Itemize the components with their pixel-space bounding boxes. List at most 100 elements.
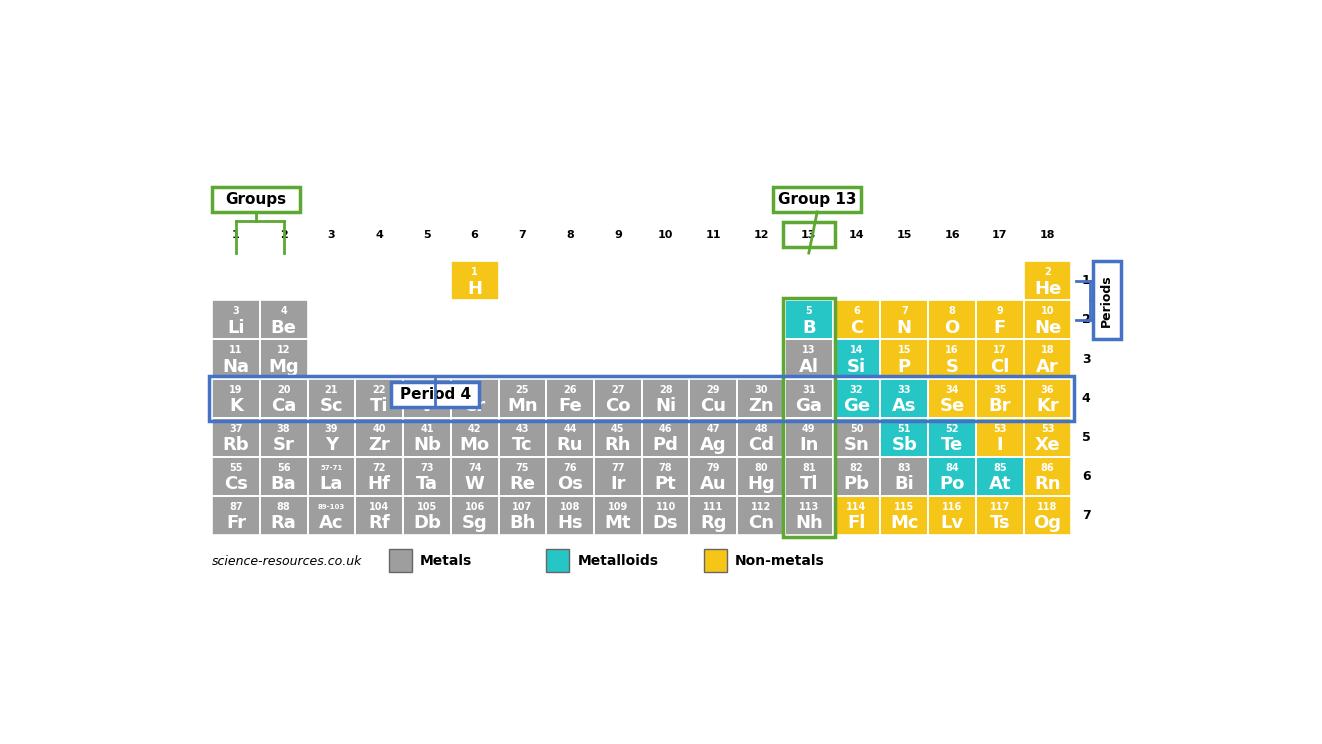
Bar — [928, 339, 976, 379]
Text: Ru: Ru — [557, 436, 583, 454]
Text: 24: 24 — [468, 385, 481, 394]
Text: Group 13: Group 13 — [777, 192, 857, 207]
Text: 109: 109 — [608, 502, 628, 512]
Bar — [498, 379, 546, 417]
Text: 45: 45 — [611, 423, 624, 434]
Bar — [212, 496, 260, 535]
Text: 80: 80 — [755, 463, 768, 473]
Text: 106: 106 — [464, 502, 485, 512]
Bar — [928, 457, 976, 496]
Bar — [1023, 339, 1071, 379]
Text: 49: 49 — [802, 423, 816, 434]
Bar — [690, 457, 738, 496]
Bar — [833, 339, 880, 379]
Text: Te: Te — [941, 436, 964, 454]
Bar — [880, 339, 928, 379]
Text: 26: 26 — [563, 385, 576, 394]
Text: Kr: Kr — [1036, 397, 1059, 415]
Text: 11: 11 — [706, 230, 720, 240]
Text: 2: 2 — [1044, 267, 1051, 277]
Text: 118: 118 — [1038, 502, 1058, 512]
Text: Rf: Rf — [369, 514, 390, 533]
Text: 86: 86 — [1040, 463, 1055, 473]
Bar — [690, 417, 738, 457]
Bar — [785, 496, 833, 535]
Text: 111: 111 — [703, 502, 723, 512]
Text: Na: Na — [222, 358, 250, 376]
Text: 4: 4 — [280, 307, 287, 316]
Text: Ds: Ds — [653, 514, 678, 533]
Text: 114: 114 — [846, 502, 867, 512]
Text: Ca: Ca — [271, 397, 296, 415]
Text: 39: 39 — [325, 423, 338, 434]
Text: Ac: Ac — [319, 514, 344, 533]
Text: 31: 31 — [802, 385, 816, 394]
Text: Ba: Ba — [271, 475, 296, 493]
Text: 38: 38 — [276, 423, 291, 434]
Text: 15: 15 — [898, 345, 911, 356]
Text: 42: 42 — [468, 423, 481, 434]
Text: 16: 16 — [945, 345, 958, 356]
Bar — [928, 496, 976, 535]
Bar — [546, 550, 570, 572]
Text: Xe: Xe — [1035, 436, 1060, 454]
Bar — [1023, 261, 1071, 301]
Text: 113: 113 — [798, 502, 818, 512]
Text: 15: 15 — [896, 230, 912, 240]
Text: Os: Os — [557, 475, 583, 493]
Text: Metalloids: Metalloids — [578, 554, 658, 568]
Text: Tl: Tl — [800, 475, 818, 493]
Text: Ts: Ts — [989, 514, 1010, 533]
Text: 79: 79 — [706, 463, 720, 473]
Text: Ar: Ar — [1036, 358, 1059, 376]
Bar — [641, 417, 690, 457]
Text: Tc: Tc — [512, 436, 533, 454]
Text: 4: 4 — [1081, 391, 1091, 405]
Text: 85: 85 — [993, 463, 1006, 473]
Bar — [785, 339, 833, 379]
Bar — [212, 457, 260, 496]
Text: 20: 20 — [276, 385, 291, 394]
Bar — [833, 379, 880, 417]
Bar — [389, 550, 411, 572]
Text: 13: 13 — [802, 345, 816, 356]
Text: 19: 19 — [229, 385, 243, 394]
Text: 23: 23 — [420, 385, 434, 394]
Bar — [260, 301, 308, 339]
Bar — [833, 301, 880, 339]
Text: 6: 6 — [471, 230, 479, 240]
Text: Zn: Zn — [748, 397, 773, 415]
Text: 50: 50 — [850, 423, 863, 434]
Bar — [1023, 417, 1071, 457]
Text: Si: Si — [847, 358, 866, 376]
Text: Metals: Metals — [419, 554, 472, 568]
Text: Bh: Bh — [509, 514, 535, 533]
Text: Co: Co — [605, 397, 631, 415]
Text: Pb: Pb — [843, 475, 870, 493]
Text: 115: 115 — [894, 502, 915, 512]
Text: 46: 46 — [658, 423, 673, 434]
Text: science-resources.co.uk: science-resources.co.uk — [212, 555, 362, 568]
Text: 27: 27 — [611, 385, 624, 394]
Bar — [1023, 496, 1071, 535]
Bar — [1023, 301, 1071, 339]
Text: Mo: Mo — [460, 436, 489, 454]
Text: 29: 29 — [706, 385, 720, 394]
Bar — [498, 496, 546, 535]
Text: 56: 56 — [276, 463, 291, 473]
Bar — [703, 550, 727, 572]
Text: O: O — [944, 318, 960, 337]
Text: Be: Be — [271, 318, 296, 337]
Text: Cn: Cn — [748, 514, 775, 533]
Text: Rh: Rh — [604, 436, 631, 454]
Text: Po: Po — [940, 475, 965, 493]
Bar — [594, 496, 641, 535]
Text: In: In — [798, 436, 818, 454]
Bar — [260, 457, 308, 496]
Text: Sb: Sb — [891, 436, 917, 454]
Text: Fe: Fe — [558, 397, 582, 415]
Text: 74: 74 — [468, 463, 481, 473]
Text: Li: Li — [227, 318, 245, 337]
Bar — [976, 379, 1023, 417]
Text: Nb: Nb — [412, 436, 440, 454]
